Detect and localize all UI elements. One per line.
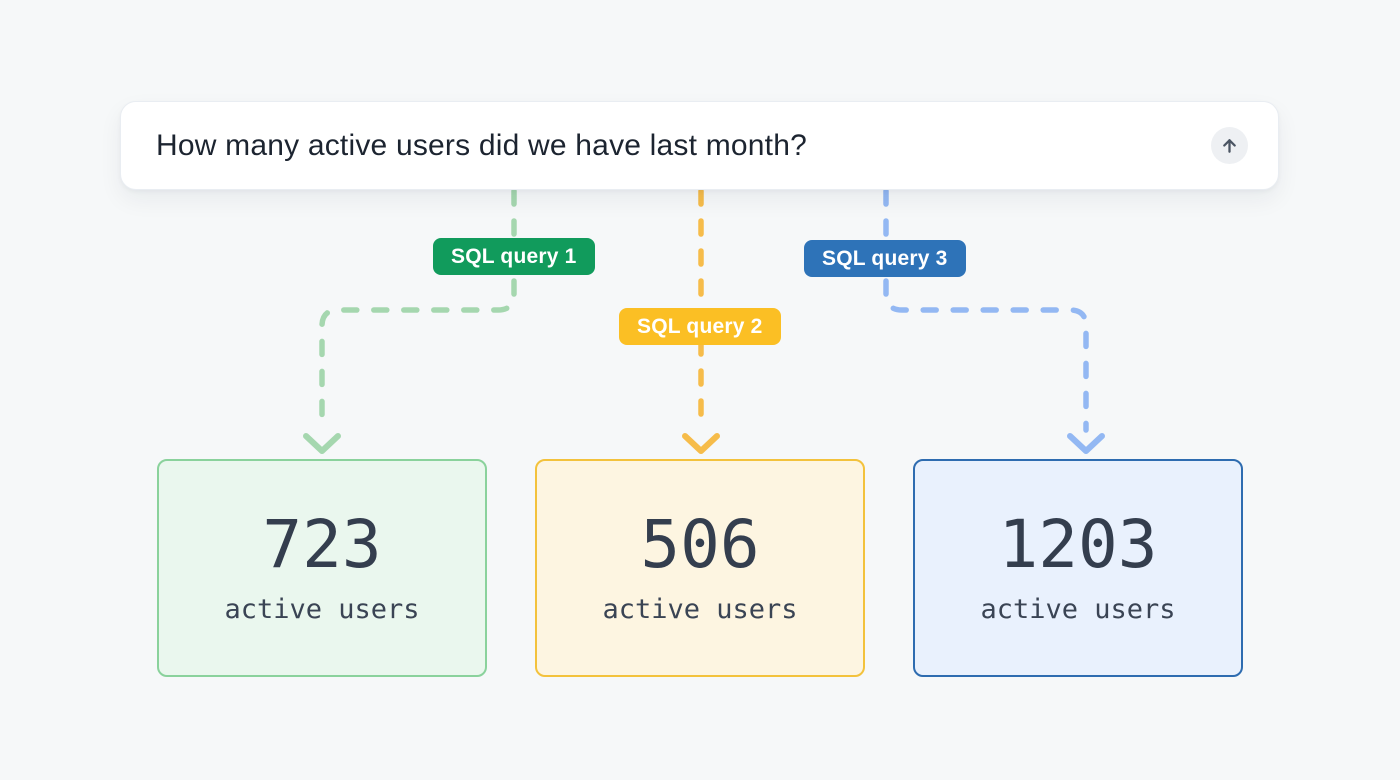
- result-2-value: 506: [640, 505, 760, 583]
- question-text: How many active users did we have last m…: [156, 128, 807, 162]
- sql-query-3-badge[interactable]: SQL query 3: [804, 240, 966, 277]
- connector-1-line: [319, 188, 517, 433]
- result-3-value: 1203: [998, 505, 1158, 583]
- connector-1-arrowhead: [303, 433, 341, 454]
- result-card-3: 1203 active users: [913, 459, 1243, 677]
- sql-query-2-badge[interactable]: SQL query 2: [619, 308, 781, 345]
- connector-3-line: [883, 188, 1089, 433]
- sql-query-1-badge[interactable]: SQL query 1: [433, 238, 595, 275]
- result-card-2: 506 active users: [535, 459, 865, 677]
- result-2-caption: active users: [602, 593, 798, 625]
- question-input[interactable]: How many active users did we have last m…: [120, 101, 1279, 190]
- sql-query-3-label: SQL query 3: [822, 246, 948, 270]
- result-3-caption: active users: [980, 593, 1176, 625]
- result-1-value: 723: [262, 505, 382, 583]
- result-card-1: 723 active users: [157, 459, 487, 677]
- sql-query-2-label: SQL query 2: [637, 314, 763, 338]
- connector-3-arrowhead: [1067, 433, 1105, 454]
- submit-button[interactable]: [1211, 127, 1248, 164]
- result-1-caption: active users: [224, 593, 420, 625]
- sql-query-1-label: SQL query 1: [451, 244, 577, 268]
- connector-2-arrowhead: [682, 433, 720, 454]
- arrow-up-icon: [1223, 139, 1236, 153]
